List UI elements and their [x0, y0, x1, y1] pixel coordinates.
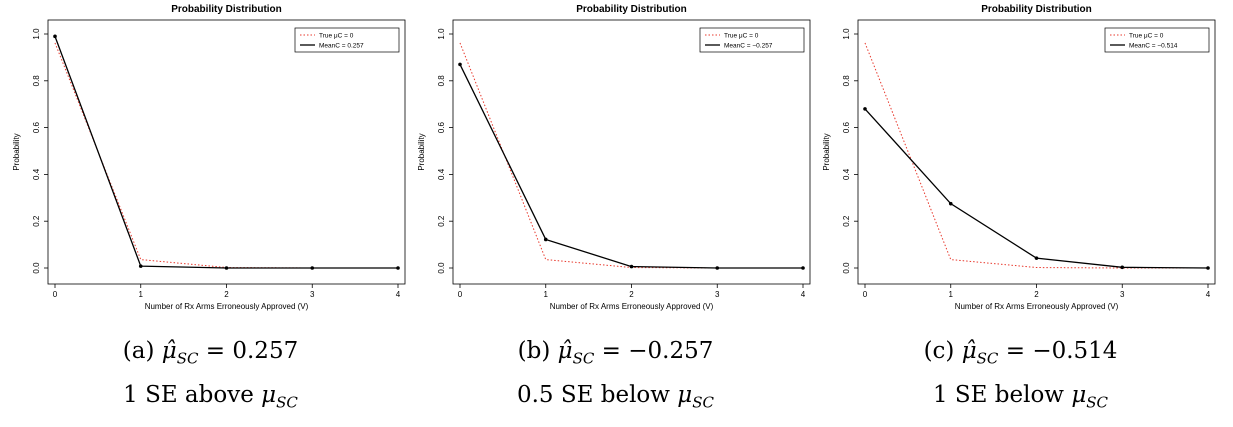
x-tick-label: 4	[396, 290, 401, 299]
legend-label: MeanC = −0.257	[724, 43, 773, 50]
series-line-1	[864, 108, 1209, 269]
y-tick-label: 0.8	[842, 75, 851, 87]
y-tick-label: 1.0	[437, 28, 446, 40]
y-tick-label: 0.0	[842, 262, 851, 274]
series-line-1	[459, 64, 803, 269]
data-point	[310, 266, 315, 270]
plot-frame	[857, 19, 1216, 285]
x-tick-label: 3	[1120, 290, 1125, 299]
data-point	[629, 264, 634, 269]
y-axis-label: Probability	[822, 133, 831, 170]
data-point	[458, 62, 462, 67]
y-tick-label: 0.4	[437, 168, 446, 180]
caption-c: (c) μ̂SC = −0.514	[923, 338, 1118, 368]
legend-label: MeanC = −0.514	[1129, 43, 1178, 50]
y-tick-label: 0.2	[437, 215, 446, 227]
data-point	[715, 266, 720, 270]
data-point	[863, 107, 867, 111]
chart-title: Probability Distribution	[576, 4, 687, 15]
caption-a: (a) μ̂SC = 0.257	[122, 338, 299, 368]
x-tick-label: 3	[715, 290, 720, 299]
legend-label: True μC = 0	[319, 33, 354, 40]
y-tick-label: 0.8	[32, 75, 41, 87]
x-tick-label: 1	[949, 290, 954, 299]
y-tick-label: 0.0	[32, 262, 41, 274]
chart-b: Probability Distribution 0 1 2 3 4 0.0 0.2 0.4 0.…	[417, 4, 811, 311]
caption-a-note: 1 SE above μSC	[123, 382, 298, 412]
x-tick-label: 0	[53, 290, 58, 299]
y-tick-label: 0.4	[842, 168, 851, 180]
y-tick-label: 1.0	[842, 28, 851, 40]
y-tick-label: 1.0	[32, 28, 41, 40]
x-tick-label: 1	[139, 290, 144, 299]
y-tick-label: 0.2	[842, 215, 851, 227]
y-tick-label: 0.6	[32, 121, 41, 133]
x-tick-label: 0	[863, 290, 868, 299]
plot-frame	[452, 19, 811, 285]
plot-frame	[47, 19, 406, 285]
chart-title: Probability Distribution	[171, 4, 282, 15]
y-tick-label: 0.0	[437, 262, 446, 274]
caption-b: (b) μ̂SC = −0.257	[517, 338, 714, 368]
x-tick-label: 1	[544, 290, 549, 299]
x-tick-label: 2	[224, 290, 229, 299]
x-tick-label: 2	[1034, 290, 1039, 299]
y-tick-label: 0.4	[32, 168, 41, 180]
legend-label: True μC = 0	[724, 33, 759, 40]
panel-a: Probability Distribution 0 1 2 3 4 0.0 0.2 0.4 0.…	[8, 0, 413, 427]
series-line-1	[54, 36, 398, 269]
legend-box	[699, 27, 805, 53]
series-line-0	[54, 42, 398, 269]
data-point	[138, 264, 143, 268]
caption-c-note: 1 SE below μSC	[932, 382, 1109, 412]
data-point	[396, 266, 400, 270]
data-point	[224, 266, 229, 270]
chart-a: Probability Distribution 0 1 2 3 4 0.0 0.2 0.4 0.…	[12, 4, 406, 311]
data-point	[948, 201, 953, 206]
x-axis-label: Number of Rx Arms Erroneously Approved (…	[145, 302, 309, 311]
data-point	[1120, 265, 1125, 270]
y-tick-label: 0.2	[32, 215, 41, 227]
legend-label: MeanC = 0.257	[319, 43, 364, 50]
chart-c: Probability Distribution 0 1 2 3 4 0.0 0.2 0.4 0.…	[822, 4, 1216, 311]
y-tick-label: 0.6	[437, 121, 446, 133]
y-tick-label: 0.8	[437, 75, 446, 87]
data-point	[543, 237, 548, 242]
x-tick-label: 2	[629, 290, 634, 299]
x-axis-label: Number of Rx Arms Erroneously Approved (…	[550, 302, 714, 311]
legend-label: True μC = 0	[1129, 33, 1164, 40]
y-tick-label: 0.6	[842, 121, 851, 133]
panel-c: Probability Distribution 0 1 2 3 4 0.0 0.2 0.4 0.…	[818, 0, 1223, 427]
series-line-0	[459, 42, 803, 269]
x-tick-label: 4	[801, 290, 806, 299]
y-axis-label: Probability	[12, 133, 21, 170]
x-tick-label: 4	[1206, 290, 1211, 299]
chart-title: Probability Distribution	[981, 4, 1092, 15]
panel-b: Probability Distribution 0 1 2 3 4 0.0 0.2 0.4 0.…	[413, 0, 818, 427]
data-point	[801, 266, 805, 270]
series-line-0	[864, 42, 1208, 269]
x-tick-label: 0	[458, 290, 463, 299]
x-axis-label: Number of Rx Arms Erroneously Approved (…	[955, 302, 1119, 311]
data-point	[1034, 256, 1039, 260]
legend-box	[294, 27, 400, 53]
data-point	[1206, 266, 1210, 270]
y-axis-label: Probability	[417, 133, 426, 170]
legend-box	[1104, 27, 1210, 53]
caption-b-note: 0.5 SE below μSC	[516, 382, 714, 412]
data-point	[53, 34, 57, 39]
x-tick-label: 3	[310, 290, 315, 299]
